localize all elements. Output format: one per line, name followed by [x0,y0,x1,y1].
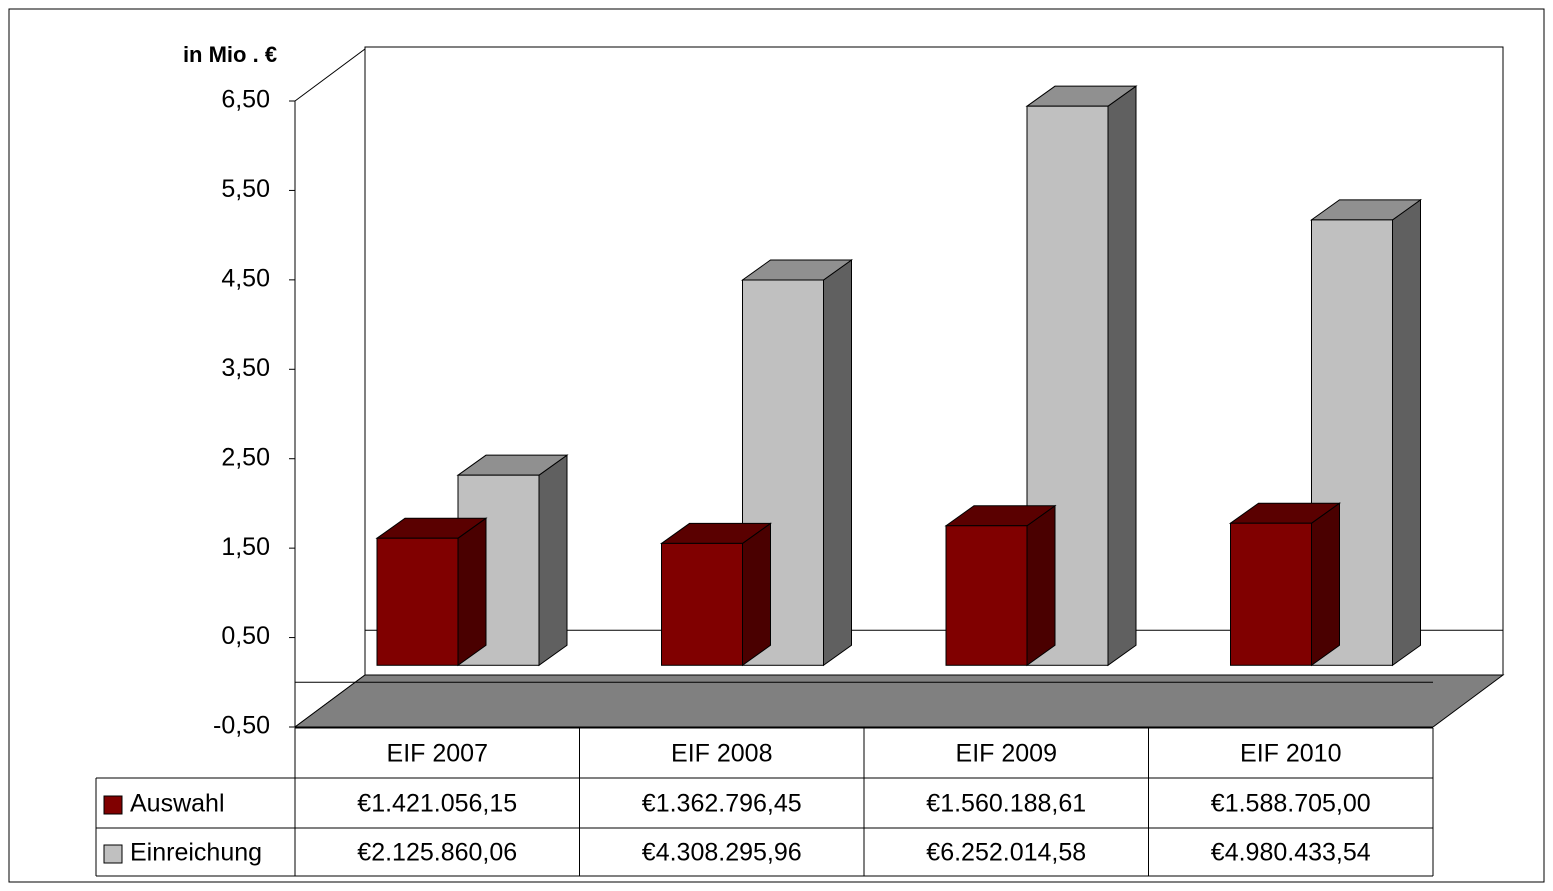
value-label: €1.560.188,61 [926,790,1086,818]
bar-side [457,517,487,667]
x-tick-label: EIF 2008 [671,740,772,768]
value-label: €1.362.796,45 [642,790,802,818]
y-tick-label: 6,50 [221,86,270,114]
bar-side [538,454,568,667]
back-wall [294,48,366,728]
value-label: €4.980.433,54 [1211,839,1371,867]
y-tick-label: 5,50 [221,175,270,203]
legend-label: Einreichung [130,839,262,867]
value-label: €2.125.860,06 [357,839,517,867]
y-tick-label: 4,50 [221,264,270,292]
bar-side [1026,504,1056,667]
legend-swatch [103,795,123,815]
bar-side [1107,85,1137,667]
value-label: €1.421.056,15 [357,790,517,818]
bar-side [1311,502,1340,667]
value-label: €6.252.014,58 [926,839,1086,867]
y-tick-label: 0,50 [221,622,270,650]
bar [376,537,459,666]
y-tick-label: 1,50 [221,533,270,561]
x-tick-label: EIF 2007 [387,740,488,768]
bar [661,542,743,666]
value-label: €1.588.705,00 [1211,790,1371,818]
floor [293,674,1505,728]
bar-side [823,259,852,667]
y-axis-label: in Mio . € [183,42,277,67]
y-tick-label: -0,50 [213,712,270,740]
y-tick-label: 3,50 [221,354,270,382]
bar [945,525,1028,666]
bar [1230,522,1312,666]
legend-swatch [103,844,123,864]
x-tick-label: EIF 2010 [1240,740,1341,768]
frame [8,8,1545,883]
value-label: €4.308.295,96 [642,839,802,867]
x-tick-label: EIF 2009 [956,740,1057,768]
bar-side [742,522,771,667]
y-tick-label: 2,50 [221,443,270,471]
bar-side [1392,198,1421,667]
legend-label: Auswahl [130,790,225,818]
